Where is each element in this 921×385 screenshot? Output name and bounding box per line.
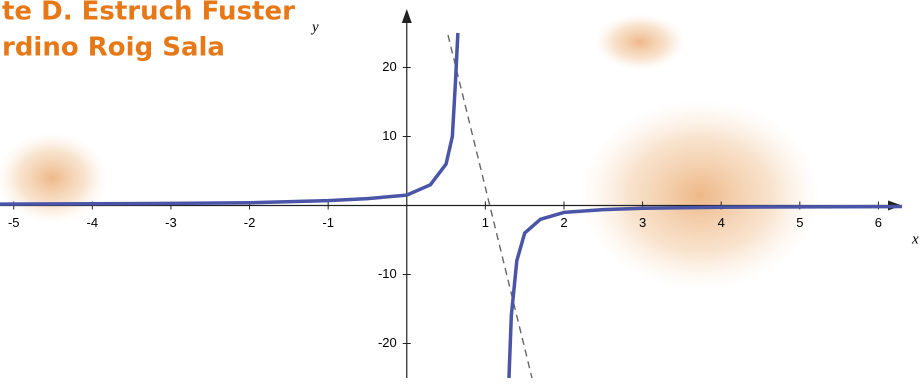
decor-blob xyxy=(580,100,820,290)
x-tick-label: -5 xyxy=(8,215,20,230)
y-tick-label: 10 xyxy=(382,128,396,143)
x-tick-label: 3 xyxy=(639,215,646,230)
y-tick-label: -20 xyxy=(378,335,397,350)
y-axis-arrow xyxy=(402,9,412,23)
chart: te D. Estruch Fuster rdino Roig Sala x y… xyxy=(0,0,921,380)
x-tick-label: 5 xyxy=(796,215,803,230)
x-tick-label: 2 xyxy=(560,215,567,230)
annotation: rdino Roig Sala xyxy=(2,33,225,63)
y-tick-label: -10 xyxy=(378,266,397,281)
x-tick-label: -4 xyxy=(87,215,99,230)
decor-blob xyxy=(0,133,107,223)
y-axis-label: y xyxy=(310,19,319,35)
y-tick-label: 20 xyxy=(382,59,396,74)
x-tick-label: 1 xyxy=(482,215,489,230)
x-tick-label: -3 xyxy=(165,215,177,230)
x-tick-label: -2 xyxy=(244,215,256,230)
x-tick-label: 4 xyxy=(718,215,725,230)
decor-blob xyxy=(595,14,685,70)
x-tick-label: -1 xyxy=(322,215,334,230)
x-axis-label: x xyxy=(911,231,919,247)
x-tick-label: 6 xyxy=(875,215,882,230)
asymptote xyxy=(448,35,532,378)
annotation: te D. Estruch Fuster xyxy=(2,0,295,27)
